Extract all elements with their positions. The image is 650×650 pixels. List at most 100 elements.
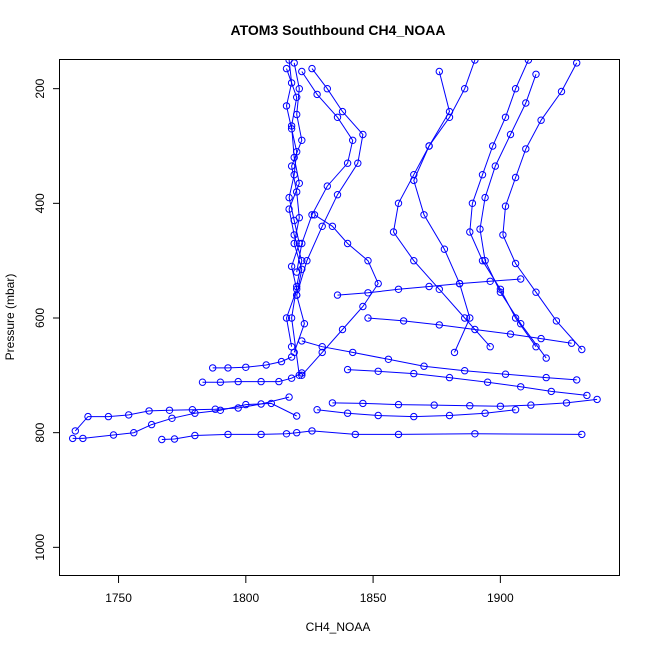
data-point: [517, 383, 525, 391]
data-point: [242, 363, 250, 371]
data-point: [478, 257, 487, 265]
data-point: [486, 277, 494, 285]
data-point: [158, 435, 166, 444]
series-line: [301, 214, 379, 376]
data-point: [293, 429, 301, 437]
data-point: [524, 60, 533, 64]
data-point: [435, 285, 443, 293]
y-tick-label: 400: [33, 193, 47, 213]
data-point: [242, 400, 250, 409]
data-point: [364, 257, 372, 265]
data-point: [532, 288, 540, 296]
data-point: [147, 420, 156, 429]
data-point: [522, 99, 530, 107]
series-line: [469, 60, 537, 347]
data-point: [125, 411, 133, 419]
data-point: [517, 275, 525, 283]
data-point: [285, 60, 293, 64]
data-point: [511, 406, 520, 414]
data-point: [496, 288, 505, 296]
data-point: [501, 113, 510, 122]
data-point: [511, 173, 520, 182]
data-point: [343, 239, 352, 248]
data-point: [282, 102, 291, 110]
data-point: [191, 431, 199, 440]
data-point: [343, 365, 352, 374]
series-line: [296, 71, 354, 273]
series-line: [479, 74, 547, 359]
data-point: [318, 343, 326, 351]
y-axis-label: Pressure (mbar): [3, 274, 17, 361]
data-point: [338, 107, 347, 116]
data-point: [573, 60, 581, 67]
data-point: [293, 291, 301, 299]
data-point: [310, 211, 319, 219]
data-point: [349, 136, 357, 145]
data-point: [165, 406, 174, 414]
data-point: [389, 228, 398, 236]
data-point: [374, 411, 382, 420]
data-point: [338, 325, 347, 334]
data-point: [257, 400, 265, 408]
data-point: [440, 245, 449, 253]
x-axis-label: CH4_NOAA: [306, 620, 371, 634]
data-point: [522, 145, 530, 153]
data-point: [445, 411, 454, 420]
data-point: [293, 412, 301, 420]
data-point: [130, 429, 138, 437]
data-point: [445, 373, 454, 382]
data-point: [298, 67, 306, 76]
data-point: [374, 279, 382, 288]
data-point: [216, 406, 225, 414]
data-point: [71, 427, 80, 435]
data-point: [257, 430, 265, 439]
y-tick-label: 1000: [33, 534, 47, 561]
data-point: [578, 430, 586, 439]
data-point: [489, 142, 497, 150]
data-point: [483, 378, 492, 386]
data-point: [562, 399, 571, 407]
data-point: [295, 371, 303, 379]
data-point: [425, 282, 433, 291]
data-point: [455, 279, 464, 288]
data-point: [188, 406, 197, 414]
data-point: [506, 130, 515, 139]
x-tick-label: 1750: [105, 591, 132, 605]
data-point: [287, 122, 296, 130]
data-point: [420, 362, 428, 370]
data-point: [394, 285, 403, 293]
series-line: [296, 68, 364, 296]
series-line: [212, 356, 292, 369]
data-point: [234, 404, 242, 412]
data-point: [211, 405, 220, 413]
data-point: [420, 211, 428, 219]
data-point: [573, 376, 581, 384]
data-point: [293, 93, 301, 102]
data-point: [209, 364, 217, 372]
data-point: [501, 370, 510, 378]
data-point: [298, 371, 306, 379]
data-point: [552, 317, 561, 325]
data-point: [430, 401, 438, 409]
data-point: [557, 87, 566, 96]
series-line: [337, 278, 521, 296]
data-point: [511, 314, 520, 322]
data-point: [285, 193, 293, 202]
series-line: [413, 71, 471, 353]
data-point: [537, 116, 545, 124]
data-point: [567, 339, 576, 347]
data-point: [303, 257, 311, 265]
data-point: [461, 367, 469, 375]
data-point: [290, 239, 298, 248]
data-point: [354, 159, 362, 167]
data-point: [486, 343, 494, 351]
data-point: [359, 302, 367, 311]
data-point: [471, 60, 479, 64]
data-point: [267, 399, 275, 408]
data-point: [542, 373, 550, 382]
data-point: [328, 399, 337, 407]
data-point: [287, 79, 296, 87]
data-point: [461, 85, 469, 93]
